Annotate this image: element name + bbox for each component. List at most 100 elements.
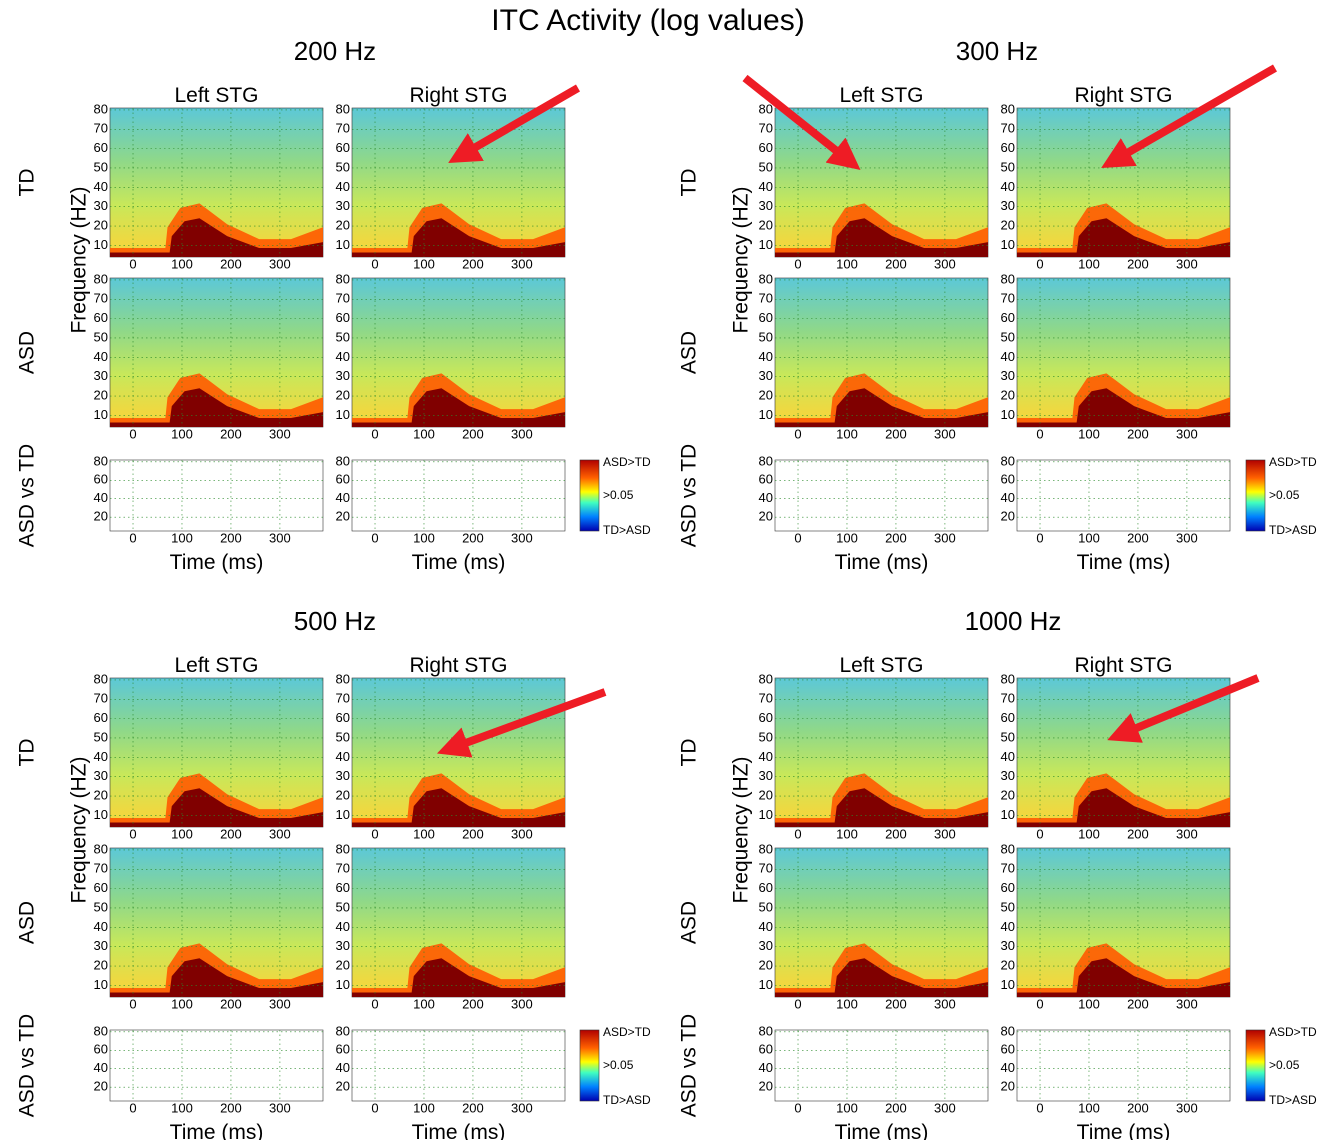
- row-label: TD: [678, 169, 701, 197]
- x-tick-label: 200: [462, 530, 484, 545]
- x-tick-label: 200: [885, 1100, 907, 1115]
- y-tick-label: 60: [1001, 310, 1015, 325]
- colorbar-label: ASD>TD: [603, 1025, 651, 1039]
- y-tick-label: 50: [759, 899, 773, 914]
- row-label: TD: [16, 739, 39, 767]
- y-tick-label: 40: [1001, 919, 1015, 934]
- x-axis-label: Time (ms): [412, 1121, 506, 1140]
- y-tick-label: 50: [94, 159, 108, 174]
- x-tick-label: 100: [1078, 826, 1100, 841]
- x-tick-label: 100: [1078, 1100, 1100, 1115]
- x-tick-label: 200: [220, 426, 242, 441]
- colorbar: [1245, 1029, 1266, 1102]
- y-tick-label: 80: [336, 271, 350, 286]
- y-tick-label: 40: [94, 1060, 108, 1075]
- y-tick-label: 80: [94, 101, 108, 116]
- x-tick-label: 200: [220, 256, 242, 271]
- x-tick-label: 100: [836, 996, 858, 1011]
- y-tick-label: 60: [94, 880, 108, 895]
- y-tick-label: 60: [94, 140, 108, 155]
- y-tick-label: 60: [336, 710, 350, 725]
- heatmap-core: [352, 388, 565, 427]
- y-tick-label: 20: [1001, 957, 1015, 972]
- diff-panel: [1016, 459, 1231, 532]
- colorbar: [579, 459, 600, 532]
- y-tick-label: 30: [94, 768, 108, 783]
- x-tick-label: 100: [836, 530, 858, 545]
- colorbar-label: >0.05: [603, 488, 634, 502]
- x-tick-label: 0: [794, 826, 801, 841]
- y-tick-label: 20: [94, 387, 108, 402]
- x-tick-label: 0: [794, 1100, 801, 1115]
- y-tick-label: 80: [1001, 671, 1015, 686]
- diff-panel: [351, 459, 566, 532]
- x-tick-label: 200: [885, 996, 907, 1011]
- y-tick-label: 60: [94, 1042, 108, 1057]
- diff-panel: [351, 1029, 566, 1102]
- highlight-arrow: [1101, 64, 1277, 168]
- heatmap-core: [352, 958, 565, 997]
- x-tick-label: 300: [1176, 826, 1198, 841]
- y-tick-label: 50: [1001, 159, 1015, 174]
- y-tick-label: 60: [1001, 1042, 1015, 1057]
- y-tick-label: 50: [94, 329, 108, 344]
- x-tick-label: 300: [511, 530, 533, 545]
- y-tick-label: 80: [1001, 841, 1015, 856]
- y-tick-label: 40: [1001, 1060, 1015, 1075]
- x-tick-label: 100: [836, 1100, 858, 1115]
- x-tick-label: 0: [794, 996, 801, 1011]
- colorbar: [579, 1029, 600, 1102]
- y-tick-label: 70: [336, 121, 350, 136]
- row-label: ASD: [678, 331, 701, 374]
- y-tick-label: 60: [759, 710, 773, 725]
- x-tick-label: 0: [371, 530, 378, 545]
- x-axis-label: Time (ms): [1077, 1121, 1171, 1140]
- x-tick-label: 0: [794, 256, 801, 271]
- heatmap-core: [1017, 388, 1230, 427]
- heatmap-core: [1017, 958, 1230, 997]
- y-tick-label: 70: [1001, 861, 1015, 876]
- y-tick-label: 10: [94, 407, 108, 422]
- colorbar-label: ASD>TD: [603, 455, 651, 469]
- y-tick-label: 40: [94, 919, 108, 934]
- y-tick-label: 30: [1001, 768, 1015, 783]
- colorbar-label: >0.05: [603, 1058, 634, 1072]
- y-tick-label: 60: [94, 710, 108, 725]
- y-tick-label: 60: [1001, 880, 1015, 895]
- y-tick-label: 70: [759, 121, 773, 136]
- y-tick-label: 60: [759, 880, 773, 895]
- x-tick-label: 100: [1078, 256, 1100, 271]
- highlight-arrow: [436, 688, 607, 758]
- y-tick-label: 80: [336, 671, 350, 686]
- y-tick-label: 80: [1001, 271, 1015, 286]
- y-tick-label: 10: [1001, 807, 1015, 822]
- y-tick-label: 70: [94, 691, 108, 706]
- y-tick-label: 60: [759, 472, 773, 487]
- y-tick-label: 70: [759, 291, 773, 306]
- x-tick-label: 100: [171, 826, 193, 841]
- y-tick-label: 20: [94, 1079, 108, 1094]
- y-tick-label: 50: [759, 329, 773, 344]
- y-tick-label: 30: [336, 198, 350, 213]
- y-tick-label: 70: [94, 861, 108, 876]
- x-tick-label: 100: [836, 826, 858, 841]
- x-tick-label: 0: [129, 530, 136, 545]
- block-title: 200 Hz: [294, 36, 376, 66]
- colorbar-label: ASD>TD: [1269, 455, 1317, 469]
- diff-panel: [109, 459, 324, 532]
- y-tick-label: 80: [1001, 101, 1015, 116]
- x-axis-label: Time (ms): [835, 1121, 929, 1140]
- y-tick-label: 20: [94, 787, 108, 802]
- x-tick-label: 200: [462, 996, 484, 1011]
- y-tick-label: 30: [759, 768, 773, 783]
- x-axis-label: Time (ms): [170, 1121, 264, 1140]
- y-tick-label: 20: [759, 787, 773, 802]
- y-tick-label: 80: [759, 101, 773, 116]
- y-tick-label: 50: [336, 159, 350, 174]
- x-tick-label: 300: [511, 1100, 533, 1115]
- y-tick-label: 30: [759, 938, 773, 953]
- x-tick-label: 0: [371, 426, 378, 441]
- y-tick-label: 50: [759, 159, 773, 174]
- colorbar-label: TD>ASD: [603, 523, 651, 537]
- y-tick-label: 20: [336, 787, 350, 802]
